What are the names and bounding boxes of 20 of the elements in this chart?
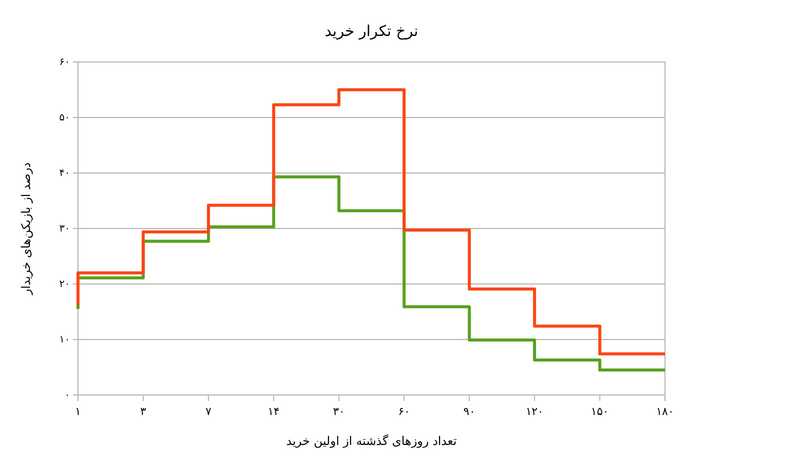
x-tick-label: ۶۰	[398, 404, 410, 418]
y-axis-title: درصد از بازیکن‌های خریدار	[19, 162, 33, 296]
y-tick-label: ۵۰	[59, 112, 70, 124]
y-tick-label: ۱۰	[59, 334, 70, 346]
x-tick-label: ۱۵۰	[590, 404, 609, 418]
x-tick-label: ۳۰	[332, 404, 345, 418]
x-tick-label: ۹۰	[463, 404, 476, 418]
y-tick-label: ۳۰	[59, 224, 70, 235]
x-axis-title: تعداد روزهای گذشته از اولین خرید	[286, 434, 457, 448]
x-tick-label: ۱	[75, 404, 81, 418]
x-tick-label: ۷	[205, 404, 212, 418]
y-tick-label: ۴۰	[59, 168, 70, 180]
x-tick-label: ۱۴	[268, 404, 280, 418]
x-tick-label: ۱۸۰	[656, 404, 674, 418]
x-tick-label: ۱۲۰	[526, 404, 544, 418]
x-tick-label: ۳	[140, 404, 146, 418]
y-tick-label: ۰	[64, 390, 70, 402]
y-tick-label: ۶۰	[59, 57, 70, 68]
y-tick-label: ۲۰	[59, 279, 70, 290]
chart-title: نرخ تکرار خرید	[324, 22, 418, 40]
